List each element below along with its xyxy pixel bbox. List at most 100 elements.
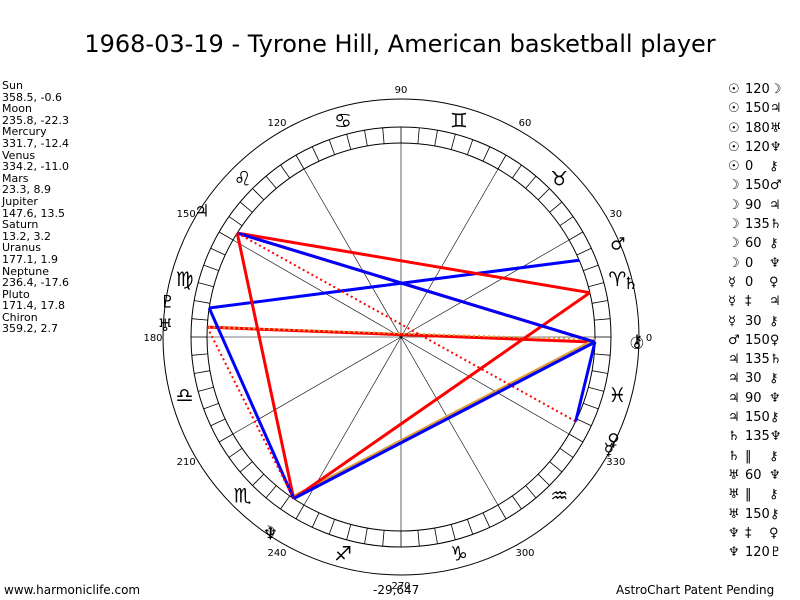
planet-glyph: ♄ [728, 448, 740, 464]
ring-tick [382, 127, 385, 144]
planet-glyph-mercury: ☿ [604, 440, 614, 460]
ring-tick [265, 175, 277, 189]
aspect-angle: 0 [745, 255, 754, 271]
ring-tick [583, 264, 599, 272]
chart-title: 1968-03-19 - Tyrone Hill, American baske… [84, 30, 716, 58]
planet-glyph: ♆ [769, 429, 782, 445]
aspect-line [291, 338, 596, 499]
planet-glyph: ☿ [728, 294, 736, 310]
planet-glyph: ♆ [769, 390, 781, 406]
footer-patent: AstroChart Patent Pending [616, 583, 775, 597]
planet-name: Mars [2, 171, 29, 185]
planet-glyph: ☽ [728, 217, 740, 233]
aspect-angle: ‖ [745, 487, 752, 503]
planet-glyph-uranus: ♅ [158, 316, 173, 336]
aspect-row: ☽ 90 ♃ [728, 196, 787, 215]
ring-tick [568, 231, 584, 241]
aspect-row: ☽ 0 ♆ [728, 254, 787, 273]
ring-tick [198, 282, 214, 288]
degree-label: 270 [391, 581, 410, 592]
ring-tick [417, 530, 420, 547]
ring-tick [450, 524, 456, 540]
aspect-row: ♂ 150♀ [728, 331, 787, 350]
aspect-angle: 30 [745, 371, 762, 387]
ring-tick [280, 164, 291, 179]
ring-tick [210, 418, 226, 427]
planet-position: 13.2, 3.2 [2, 229, 51, 243]
planet-glyph: ⚷ [769, 371, 779, 387]
planet-glyph: ♆ [769, 139, 782, 155]
degree-label: 330 [606, 457, 625, 468]
ring-tick [218, 231, 234, 241]
ring-tick [591, 370, 608, 374]
planet-glyph: ⚷ [769, 448, 779, 464]
ring-tick [203, 402, 219, 410]
planet-name: Saturn [2, 218, 39, 232]
zodiac-sign-glyph: ♍ [176, 267, 194, 291]
planet-glyph: ♀ [769, 525, 779, 541]
planet-glyph: ☽ [769, 82, 782, 97]
ring-tick [450, 134, 456, 150]
planet-position: 235.8, -22.3 [2, 113, 69, 127]
aspect-angle: 120 [745, 139, 770, 155]
ring-tick [594, 318, 611, 321]
planet-glyph: ⚷ [769, 487, 779, 503]
planet-glyph-chiron: ⚷ [631, 331, 643, 351]
aspect-line [206, 326, 295, 500]
zodiac-sign-glyph: ♋ [334, 109, 352, 133]
ring-tick [218, 433, 234, 443]
planet-position: 358.5, -0.6 [2, 90, 62, 104]
aspect-angle: 120 [745, 82, 770, 97]
house-spoke [400, 168, 499, 338]
planet-glyph: ☉ [728, 101, 740, 117]
aspect-row: ♅ 150⚷ [728, 505, 787, 524]
planet-glyph: ♅ [728, 467, 740, 483]
planet-glyph: ☽ [728, 255, 740, 271]
house-spoke [303, 336, 402, 506]
ring-tick [295, 154, 305, 170]
aspect-angle: ‖ [745, 448, 752, 464]
aspect-angle: 150 [745, 506, 770, 522]
planet-glyph-neptune: ♆ [263, 525, 278, 545]
ring-tick [594, 353, 611, 356]
planet-glyph-sun: ☉ [629, 334, 644, 354]
ring-tick [228, 216, 243, 227]
aspect-line [207, 307, 296, 500]
ring-tick [346, 134, 352, 150]
aspect-line [208, 258, 580, 310]
degree-label: 30 [609, 209, 622, 220]
aspect-row: ♆ 120♇ [728, 543, 787, 562]
ring-tick [295, 504, 305, 520]
ring-tick [198, 386, 214, 392]
planet-glyph: ⚷ [769, 313, 779, 329]
aspect-line [292, 340, 596, 500]
ring-tick [364, 130, 368, 147]
ring-tick [511, 164, 522, 179]
aspect-angle: ‡ [745, 294, 752, 310]
ring-tick [382, 530, 385, 547]
ring-tick [203, 264, 219, 272]
aspect-line [236, 231, 596, 344]
ring-tick [497, 154, 507, 170]
footer-website[interactable]: www.harmoniclife.com [4, 583, 141, 597]
house-spoke [400, 336, 570, 435]
zodiac-sign-glyph: ♓ [608, 383, 626, 407]
planet-glyph: ☉ [728, 82, 740, 97]
ring-tick [311, 146, 320, 162]
ring-tick [194, 300, 211, 304]
ring-tick [191, 318, 208, 321]
aspect-row: ♆ ‡ ♀ [728, 524, 787, 543]
ring-tick [252, 473, 265, 486]
planet-glyph: ♅ [769, 120, 782, 136]
planet-name: Venus [2, 148, 36, 162]
planet-glyph: ♄ [769, 217, 782, 233]
planet-glyph: ♃ [728, 410, 740, 426]
ring-tick [549, 461, 563, 473]
ring-tick [482, 512, 491, 528]
aspect-angle: 0 [745, 159, 754, 175]
aspect-line [236, 231, 591, 295]
planet-glyph: ♃ [769, 101, 782, 117]
planet-position: 171.4, 17.8 [2, 299, 65, 313]
aspect-row: ♄ 135♆ [728, 427, 787, 446]
